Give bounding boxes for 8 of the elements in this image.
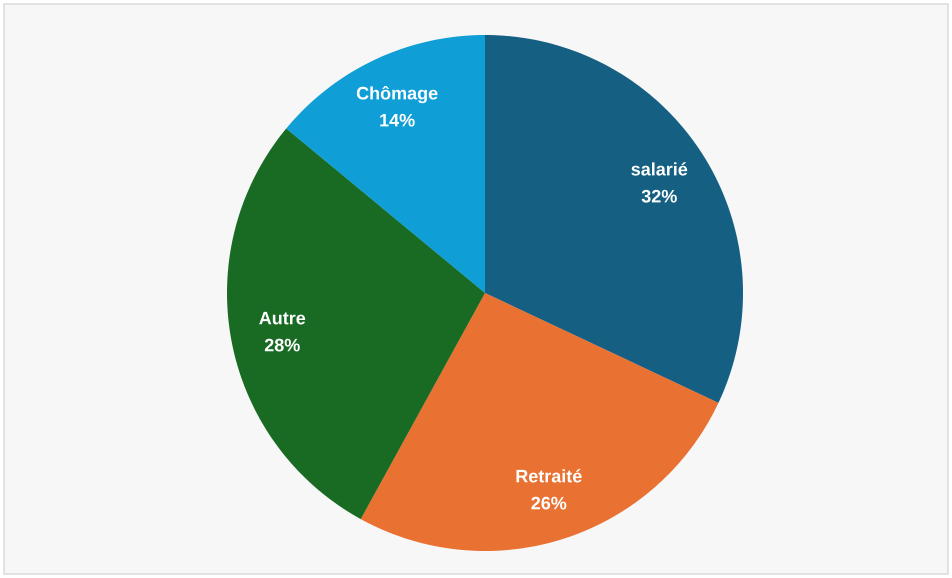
data-label: 26% [531,496,566,510]
data-label: 32% [642,190,677,203]
slice-label: salarié [631,162,688,176]
data-label: 28% [264,338,300,352]
slice-label: Retraité [516,469,582,482]
slice-label: Chômage [356,86,438,104]
data-label: 14% [380,114,415,127]
slice-label: Autre [259,312,306,324]
